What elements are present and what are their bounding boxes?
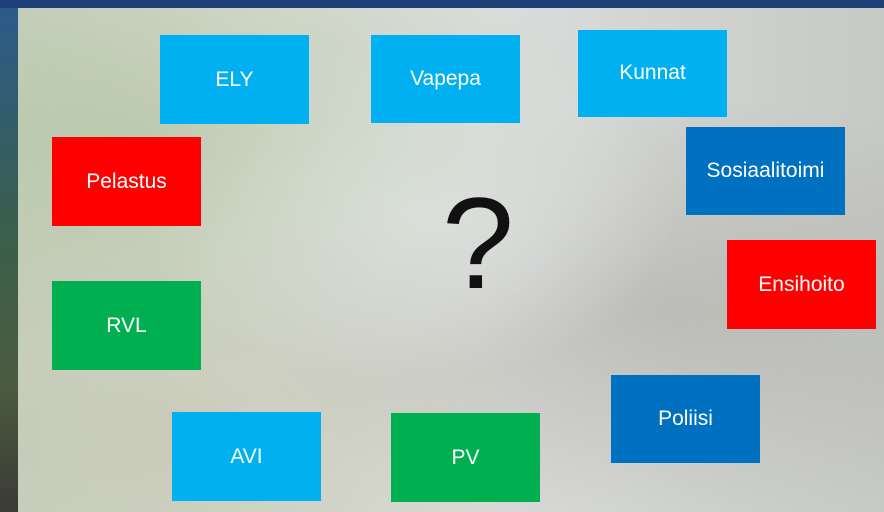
agency-box: AVI [172,412,321,501]
agency-box: RVL [52,281,201,370]
agency-box: Ensihoito [727,240,876,329]
slide: ELY Vapepa Kunnat Pelastus Sosiaalitoimi… [0,0,884,512]
agency-box: Kunnat [578,30,727,117]
agency-box: Pelastus [52,137,201,226]
agency-box: Poliisi [611,375,760,463]
agency-box: Vapepa [371,35,520,123]
question-mark: ? [428,168,528,318]
agency-box: ELY [160,35,309,124]
top-bar [0,0,884,8]
slide-page: ELY Vapepa Kunnat Pelastus Sosiaalitoimi… [0,0,884,512]
left-strip [0,8,18,512]
agency-box: Sosiaalitoimi [686,127,845,215]
agency-box: PV [391,413,540,502]
